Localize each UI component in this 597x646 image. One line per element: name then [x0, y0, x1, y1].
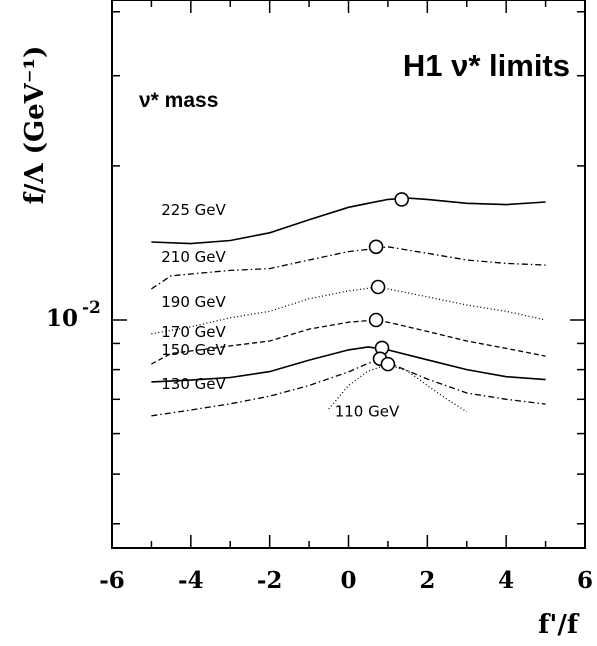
limit-marker	[368, 239, 384, 255]
series-line	[151, 346, 546, 383]
limit-marker	[380, 356, 396, 372]
axis-ticks	[111, 0, 586, 548]
x-tick-label: -6	[99, 567, 125, 594]
limit-marker	[370, 279, 386, 295]
series-line	[151, 286, 546, 335]
chart-title: H1 ν* limits	[403, 48, 570, 83]
legend-title: ν* mass	[139, 89, 218, 112]
series-label: 170 GeV	[161, 323, 226, 341]
x-tick-labels: -6 -4 -2 0 2 4 6	[99, 567, 593, 594]
series-label: 190 GeV	[161, 293, 226, 311]
series-line	[328, 364, 468, 413]
x-axis-title: f'/f	[538, 610, 580, 640]
y-axis-title: f/Λ (GeV⁻¹)	[20, 46, 50, 205]
series-line	[151, 197, 546, 245]
x-tick-label: -4	[178, 567, 204, 594]
series-line	[151, 359, 546, 417]
y-tick-exponent: -2	[82, 298, 101, 318]
x-tick-label: 0	[340, 567, 356, 594]
limit-marker	[368, 312, 384, 328]
x-tick-label: 6	[577, 567, 593, 594]
series-label: 150 GeV	[161, 341, 226, 359]
x-tick-label: 4	[498, 567, 514, 594]
y-tick-label: 10	[46, 305, 78, 332]
series-label: 110 GeV	[335, 403, 400, 421]
series-label: 210 GeV	[161, 248, 226, 266]
x-tick-label: -2	[257, 567, 283, 594]
series-line	[151, 246, 546, 290]
series-label: 225 GeV	[161, 201, 226, 219]
limit-marker	[394, 192, 410, 207]
series-line	[151, 319, 546, 365]
series-label: 130 GeV	[161, 375, 226, 393]
x-tick-label: 2	[419, 567, 435, 594]
